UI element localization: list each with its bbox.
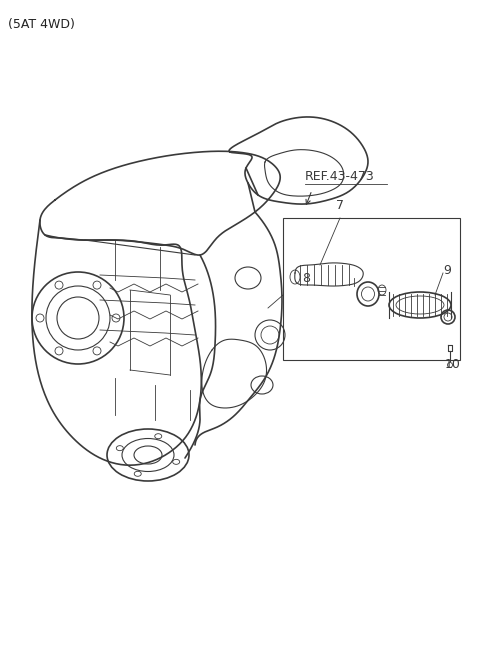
Text: REF.43-473: REF.43-473: [305, 170, 375, 183]
Text: (5AT 4WD): (5AT 4WD): [8, 18, 75, 31]
Text: 9: 9: [443, 264, 451, 276]
Text: 10: 10: [445, 358, 461, 371]
Text: 7: 7: [336, 199, 344, 212]
Text: 8: 8: [302, 272, 310, 285]
Bar: [283, 218, 460, 360]
